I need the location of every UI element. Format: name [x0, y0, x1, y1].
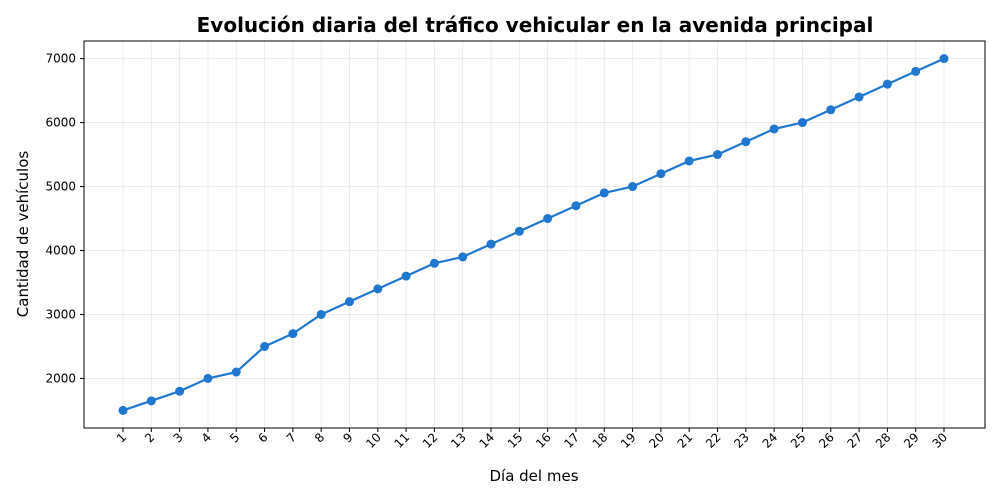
data-point	[401, 271, 411, 281]
x-axis-label: Día del mes	[489, 467, 578, 485]
x-tick-label: 27	[844, 430, 865, 451]
x-tick-label: 19	[618, 430, 639, 451]
x-tick-label: 21	[675, 430, 696, 451]
data-point	[514, 226, 524, 236]
x-tick-label: 4	[199, 430, 214, 445]
data-point	[203, 373, 213, 383]
data-point	[854, 92, 864, 102]
x-tick-label: 26	[816, 430, 837, 451]
series-layer	[118, 54, 949, 415]
data-point	[713, 150, 723, 160]
x-tick-label: 20	[646, 430, 667, 451]
data-point	[344, 297, 354, 307]
data-point	[769, 124, 779, 134]
data-point	[939, 54, 949, 64]
x-tick-label: 17	[561, 430, 582, 451]
data-point	[543, 214, 553, 224]
data-point	[571, 201, 581, 211]
x-tick-label: 30	[929, 430, 950, 451]
data-point	[741, 137, 751, 147]
x-tick-label: 15	[505, 430, 526, 451]
x-tick-label: 25	[788, 430, 809, 451]
data-point	[175, 386, 185, 396]
data-point	[628, 182, 638, 192]
x-tick-label: 16	[533, 430, 554, 451]
x-axis-ticks: 1 2 3 4 5 6 7 8 9 10 11 12 13 14 15 16 17 18 19 20 21 22 23 24 2…	[114, 428, 950, 451]
x-tick-label: 13	[448, 430, 469, 451]
x-tick-label: 12	[420, 430, 441, 451]
y-tick-label: 5000	[45, 180, 76, 194]
y-tick-label: 6000	[45, 116, 76, 130]
plot-frame	[83, 40, 986, 429]
chart-title: Evolución diaria del tráfico vehicular e…	[197, 13, 874, 37]
data-point	[316, 309, 326, 319]
data-point	[826, 105, 836, 115]
x-tick-label: 29	[901, 430, 922, 451]
y-axis-label: Cantidad de vehículos	[14, 151, 32, 318]
x-tick-label: 11	[392, 430, 413, 451]
y-axis-ticks: 2000 3000 4000 5000 6000 7000	[45, 52, 84, 385]
x-tick-label: 3	[170, 430, 185, 445]
data-point	[429, 258, 439, 268]
data-point	[684, 156, 694, 166]
data-point	[486, 239, 496, 249]
series-line	[122, 57, 945, 412]
data-point	[260, 341, 270, 351]
data-point	[797, 118, 807, 128]
x-tick-label: 6	[255, 430, 270, 445]
x-tick-label: 9	[340, 430, 355, 445]
data-point	[146, 396, 156, 406]
x-tick-label: 2	[142, 430, 157, 445]
x-tick-label: 7	[284, 430, 299, 445]
x-tick-label: 22	[703, 430, 724, 451]
y-tick-label: 2000	[45, 371, 76, 385]
y-tick-label: 4000	[45, 243, 76, 257]
x-tick-label: 23	[731, 430, 752, 451]
data-point	[118, 405, 128, 415]
x-tick-label: 18	[590, 430, 611, 451]
data-point	[656, 169, 666, 179]
x-tick-label: 28	[873, 430, 894, 451]
data-point	[288, 329, 298, 339]
x-tick-label: 24	[760, 430, 781, 451]
data-point	[231, 367, 241, 377]
x-tick-label: 5	[227, 430, 242, 445]
x-tick-label: 1	[114, 430, 129, 445]
data-point	[373, 284, 383, 294]
grid-lines	[84, 41, 985, 428]
x-tick-label: 14	[476, 430, 497, 451]
y-tick-label: 7000	[45, 52, 76, 66]
data-point	[599, 188, 609, 198]
y-tick-label: 3000	[45, 307, 76, 321]
data-point	[882, 79, 892, 89]
x-tick-label: 8	[312, 430, 327, 445]
data-point	[458, 252, 468, 262]
data-point	[911, 66, 921, 76]
x-tick-label: 10	[363, 430, 384, 451]
